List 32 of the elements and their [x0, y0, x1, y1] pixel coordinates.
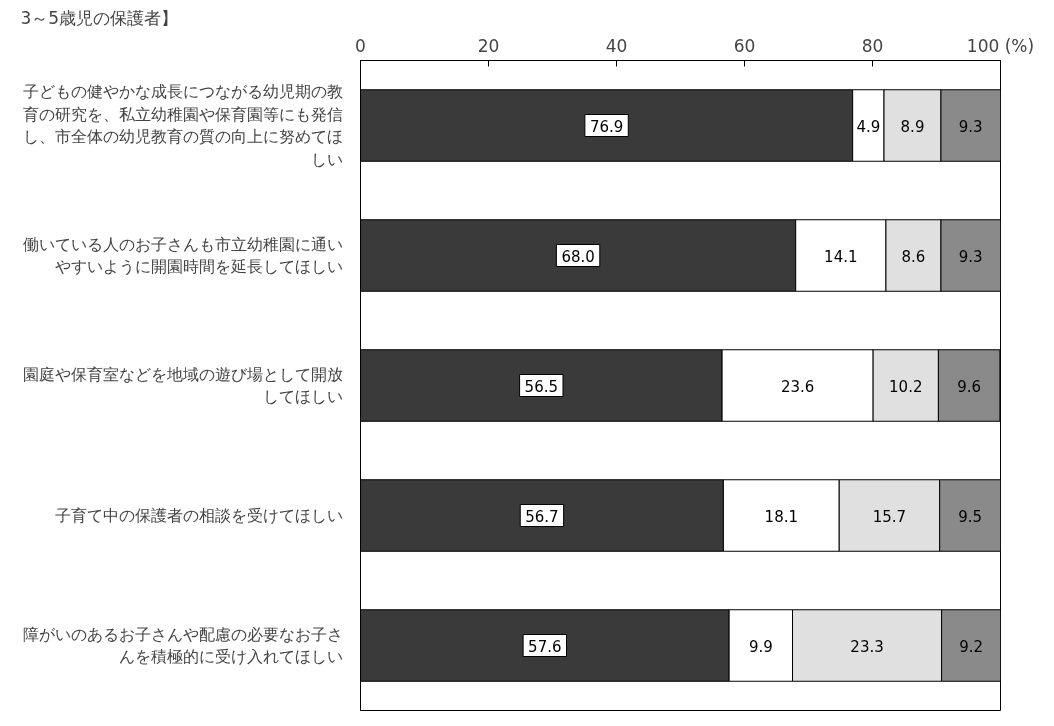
y-tick-label: 働いている人のお子さんも市立幼稚園に通いやすいように開園時間を延長してほしい: [22, 234, 343, 277]
data-label: 9.6: [957, 377, 982, 396]
data-label: 15.7: [872, 507, 907, 526]
x-tick-label: 20: [477, 35, 500, 56]
x-tick-label: 100 (%): [966, 35, 1035, 56]
data-label: 9.2: [959, 637, 983, 656]
data-label: 57.6: [528, 637, 562, 656]
data-label: 4.9: [856, 117, 881, 136]
y-tick-label: 子どもの健やかな成長につながる幼児期の教育の研究を、私立幼稚園や保育園等にも発信し、市全体の幼児教育の質の向上に努めてほしい: [22, 81, 343, 170]
data-label: 56.7: [525, 507, 559, 526]
data-label: 76.9: [589, 117, 624, 136]
y-tick-label: 障がいのあるお子さんや配慮の必要なお子さんを積極的に受け入れてほしい: [22, 624, 343, 667]
data-label: 8.6: [901, 247, 926, 266]
x-tick-label: 60: [733, 35, 756, 56]
data-label: 56.5: [524, 377, 559, 396]
text: 3～5歳児の保護者】: [20, 7, 179, 28]
data-label: 68.0: [561, 247, 595, 266]
data-label: 9.5: [958, 507, 983, 526]
data-label: 8.9: [900, 117, 925, 136]
data-label: 9.9: [748, 637, 773, 656]
data-label: 23.3: [850, 637, 884, 656]
data-label: 14.1: [824, 247, 858, 266]
y-tick-label: 子育て中の保護者の相談を受けてほしい: [54, 506, 343, 525]
data-label: 23.6: [780, 377, 815, 396]
data-label: 9.3: [958, 247, 983, 266]
data-label: 9.3: [958, 117, 983, 136]
data-label: 18.1: [764, 507, 799, 526]
x-tick-label: 80: [861, 35, 884, 56]
x-tick-label: 40: [605, 35, 628, 56]
x-tick-label: 0: [355, 35, 366, 56]
data-label: 10.2: [889, 377, 923, 396]
y-tick-label: 園庭や保育室などを地域の遊び場として開放してほしい: [22, 364, 343, 407]
